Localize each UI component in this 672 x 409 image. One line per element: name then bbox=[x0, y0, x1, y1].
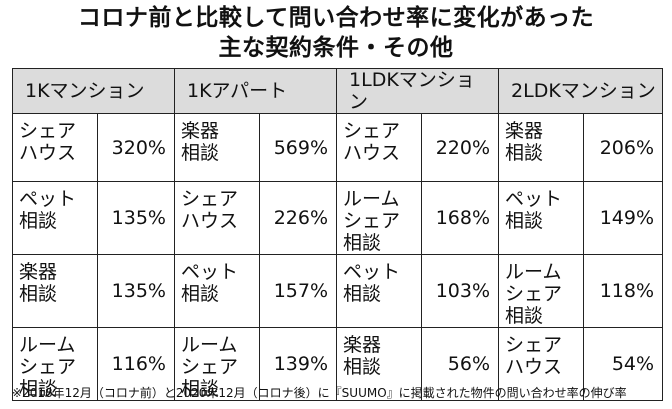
rate-cell: 118% bbox=[583, 254, 664, 328]
table-row: 楽器 相談 135% ペット 相談 157% ペット 相談 103% ルーム シェア 相談 1… bbox=[12, 254, 664, 328]
header-row: 1Kマンション 1Kアパート 1LDKマンション 2LDKマンション bbox=[12, 68, 664, 114]
condition-cell: ルーム シェア 相談 bbox=[12, 327, 98, 401]
rate-cell: 206% bbox=[583, 113, 664, 182]
rate-cell: 320% bbox=[97, 113, 175, 182]
rate-cell: 149% bbox=[583, 181, 664, 255]
rate-cell: 135% bbox=[97, 181, 175, 255]
condition-cell: 楽器 相談 bbox=[336, 327, 423, 401]
column-header: 2LDKマンション bbox=[498, 68, 664, 114]
rate-cell: 103% bbox=[421, 254, 500, 328]
title-line: コロナ前と比較して問い合わせ率に変化があった bbox=[77, 5, 595, 31]
condition-cell: ペット 相談 bbox=[498, 181, 585, 255]
condition-cell: シェア ハウス bbox=[12, 113, 98, 182]
condition-cell: ルーム シェア 相談 bbox=[174, 327, 260, 401]
rate-cell: 54% bbox=[583, 327, 664, 401]
rate-cell: 220% bbox=[421, 113, 500, 182]
condition-cell: 楽器 相談 bbox=[174, 113, 260, 182]
column-header: 1Kマンション bbox=[12, 68, 175, 114]
condition-cell: シェア ハウス bbox=[336, 113, 423, 182]
condition-cell: ペット 相談 bbox=[174, 254, 260, 328]
table-row: ペット 相談 135% シェア ハウス 226% ルーム シェア 相談 168% ペット 相… bbox=[12, 181, 664, 255]
rate-cell: 569% bbox=[258, 113, 338, 182]
condition-cell: ルーム シェア 相談 bbox=[336, 181, 423, 255]
footnote: ※2018年12月（コロナ前）と2020年12月（コロナ後）に『SUUMO』に掲… bbox=[12, 386, 627, 400]
column-header: 1Kアパート bbox=[173, 68, 338, 114]
condition-cell: ペット 相談 bbox=[336, 254, 423, 328]
condition-cell: ペット 相談 bbox=[12, 181, 98, 255]
column-header: 1LDKマンション bbox=[336, 68, 500, 114]
title-line: 主な契約条件・その他 bbox=[218, 35, 454, 61]
rate-cell: 226% bbox=[258, 181, 338, 255]
condition-cell: 楽器 相談 bbox=[12, 254, 98, 328]
rate-cell: 116% bbox=[97, 327, 175, 401]
rate-cell: 139% bbox=[258, 327, 338, 401]
table: 1Kマンション 1Kアパート 1LDKマンション 2LDKマンション シェア ハウス 3… bbox=[12, 68, 664, 401]
rate-cell: 157% bbox=[258, 254, 338, 328]
rate-cell: 56% bbox=[421, 327, 500, 401]
condition-cell: 楽器 相談 bbox=[498, 113, 585, 182]
table-row: シェア ハウス 320% 楽器 相談 569% シェア ハウス 220% 楽器 相談 206% bbox=[12, 113, 664, 182]
rate-cell: 135% bbox=[97, 254, 175, 328]
rate-cell: 168% bbox=[421, 181, 500, 255]
table-row: ルーム シェア 相談 116% ルーム シェア 相談 139% 楽器 相談 56% シェア … bbox=[12, 327, 664, 401]
condition-cell: ルーム シェア 相談 bbox=[498, 254, 585, 328]
condition-cell: シェア ハウス bbox=[174, 181, 260, 255]
